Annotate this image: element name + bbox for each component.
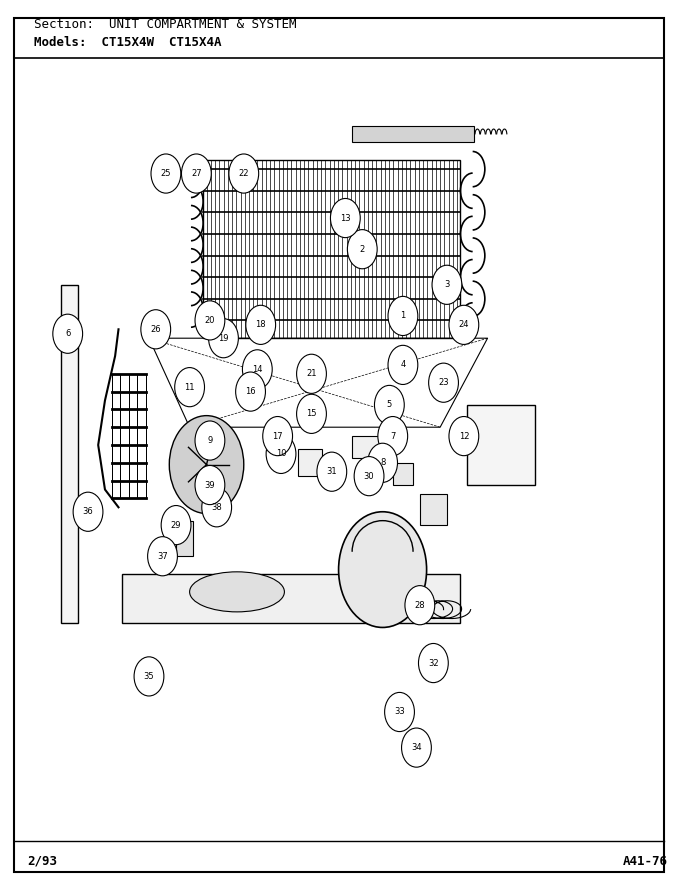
Circle shape <box>428 363 458 402</box>
Ellipse shape <box>190 572 284 612</box>
Text: 10: 10 <box>276 449 286 458</box>
Text: 19: 19 <box>218 334 228 343</box>
Circle shape <box>134 657 164 696</box>
Polygon shape <box>149 338 488 427</box>
Circle shape <box>195 301 225 340</box>
Text: 31: 31 <box>326 467 337 476</box>
Text: 2: 2 <box>360 245 365 254</box>
Text: 5: 5 <box>387 400 392 409</box>
Text: 21: 21 <box>306 369 317 378</box>
Circle shape <box>354 457 384 496</box>
Bar <box>393 463 413 485</box>
Bar <box>61 285 78 623</box>
Text: 20: 20 <box>205 316 215 325</box>
Circle shape <box>202 488 232 527</box>
Circle shape <box>368 443 398 482</box>
Circle shape <box>161 506 191 545</box>
Circle shape <box>229 154 258 193</box>
Circle shape <box>330 198 360 238</box>
Circle shape <box>53 314 82 353</box>
Circle shape <box>449 305 479 344</box>
Text: 16: 16 <box>245 387 256 396</box>
Circle shape <box>175 368 205 407</box>
Circle shape <box>296 394 326 433</box>
Circle shape <box>266 434 296 473</box>
Text: 6: 6 <box>65 329 71 338</box>
Circle shape <box>388 296 418 336</box>
Circle shape <box>378 417 407 456</box>
Circle shape <box>402 728 431 767</box>
Circle shape <box>148 537 177 576</box>
Circle shape <box>449 417 479 456</box>
Text: 18: 18 <box>256 320 266 329</box>
Circle shape <box>236 372 265 411</box>
Circle shape <box>182 154 211 193</box>
Text: 23: 23 <box>438 378 449 387</box>
Circle shape <box>195 465 225 505</box>
Circle shape <box>245 305 275 344</box>
Text: 34: 34 <box>411 743 422 752</box>
Bar <box>352 126 474 142</box>
Bar <box>352 436 379 458</box>
Circle shape <box>195 421 225 460</box>
Text: 28: 28 <box>415 601 425 610</box>
Text: A41-76: A41-76 <box>623 854 668 868</box>
Text: 27: 27 <box>191 169 202 178</box>
Circle shape <box>141 310 171 349</box>
Text: 9: 9 <box>207 436 213 445</box>
Circle shape <box>375 385 405 425</box>
Text: 17: 17 <box>272 432 283 441</box>
Text: 24: 24 <box>458 320 469 329</box>
Text: 32: 32 <box>428 659 439 668</box>
Circle shape <box>418 643 448 683</box>
Bar <box>298 449 322 476</box>
Text: 36: 36 <box>83 507 93 516</box>
Text: 13: 13 <box>340 214 351 222</box>
Text: 4: 4 <box>401 360 405 369</box>
Text: 33: 33 <box>394 708 405 716</box>
Circle shape <box>209 319 239 358</box>
Text: 38: 38 <box>211 503 222 512</box>
Text: 39: 39 <box>205 481 216 490</box>
Circle shape <box>73 492 103 531</box>
Text: 7: 7 <box>390 432 396 441</box>
Text: 2/93: 2/93 <box>27 854 57 868</box>
Bar <box>467 405 535 485</box>
Circle shape <box>296 354 326 393</box>
Circle shape <box>405 586 435 625</box>
Circle shape <box>347 230 377 269</box>
Text: 37: 37 <box>157 552 168 561</box>
Text: 15: 15 <box>306 409 317 418</box>
Circle shape <box>317 452 347 491</box>
Text: 14: 14 <box>252 365 262 374</box>
Text: 3: 3 <box>444 280 449 289</box>
Bar <box>176 521 193 556</box>
Text: 8: 8 <box>380 458 386 467</box>
Text: Models:  CT15X4W  CT15X4A: Models: CT15X4W CT15X4A <box>34 36 222 49</box>
Circle shape <box>262 417 292 456</box>
Bar <box>420 494 447 525</box>
Text: 30: 30 <box>364 472 375 481</box>
Bar <box>122 574 460 623</box>
Text: 26: 26 <box>150 325 161 334</box>
Text: 1: 1 <box>401 312 405 320</box>
Text: Section:  UNIT COMPARTMENT & SYSTEM: Section: UNIT COMPARTMENT & SYSTEM <box>34 18 296 31</box>
Circle shape <box>243 350 272 389</box>
Text: 11: 11 <box>184 383 195 392</box>
Circle shape <box>169 416 243 514</box>
Text: 25: 25 <box>160 169 171 178</box>
Circle shape <box>432 265 462 304</box>
Bar <box>203 160 460 338</box>
Circle shape <box>151 154 181 193</box>
Circle shape <box>388 345 418 384</box>
Circle shape <box>385 692 414 732</box>
Text: 22: 22 <box>239 169 249 178</box>
Text: 29: 29 <box>171 521 182 530</box>
Circle shape <box>339 512 426 627</box>
Text: 35: 35 <box>143 672 154 681</box>
Text: 12: 12 <box>458 432 469 441</box>
